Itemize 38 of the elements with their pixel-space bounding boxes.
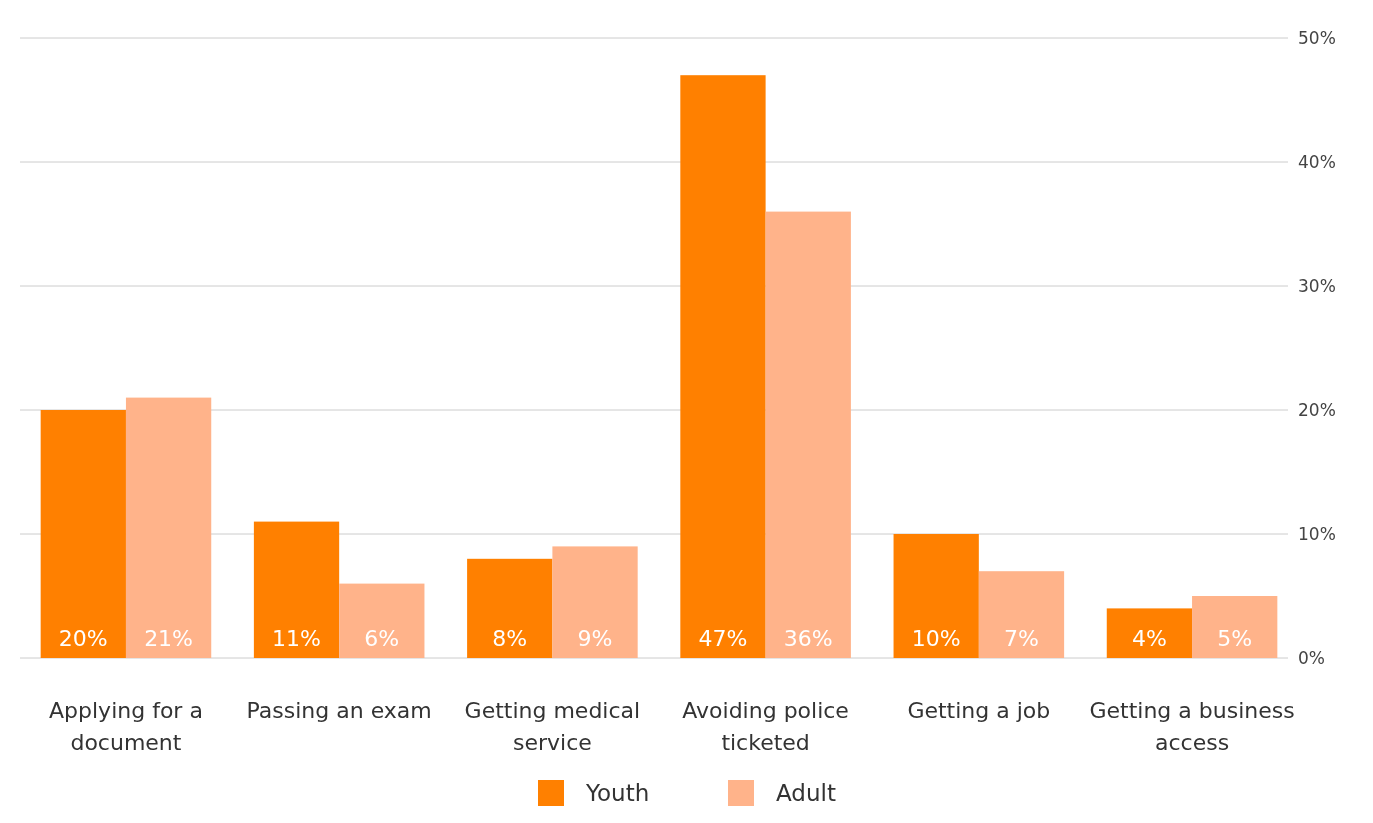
bar xyxy=(680,75,766,658)
x-tick-label: Getting medical service xyxy=(464,698,641,755)
data-label: 5% xyxy=(1217,626,1253,651)
bar xyxy=(978,571,1065,658)
legend-label: Adult xyxy=(776,780,836,807)
y-tick-label: 40% xyxy=(1298,151,1336,172)
data-label: 20% xyxy=(58,626,108,651)
bar xyxy=(1192,596,1278,658)
data-label: 6% xyxy=(364,626,400,651)
bar xyxy=(765,211,851,658)
data-label: 10% xyxy=(911,626,961,651)
data-label: 9% xyxy=(577,626,613,651)
legend-label: Youth xyxy=(585,780,650,807)
x-tick-label: Passing an exam xyxy=(246,698,432,723)
data-label: 36% xyxy=(783,626,833,651)
bar xyxy=(467,558,553,658)
data-label: 47% xyxy=(698,626,748,651)
data-label: 8% xyxy=(492,626,528,651)
y-tick-label: 0% xyxy=(1298,647,1325,668)
data-label: 4% xyxy=(1131,626,1167,651)
y-tick-label: 30% xyxy=(1298,275,1336,296)
x-tick-label: Getting a business access xyxy=(1089,698,1295,755)
data-label: 21% xyxy=(144,626,194,651)
bar xyxy=(339,583,425,658)
y-tick-label: 50% xyxy=(1298,27,1336,48)
bar xyxy=(40,410,126,658)
data-label: 11% xyxy=(272,626,321,651)
y-tick-label: 10% xyxy=(1298,523,1336,544)
bar xyxy=(1106,608,1193,658)
bar xyxy=(253,521,340,658)
bar xyxy=(552,546,638,658)
x-tick-label: Applying for a document xyxy=(49,698,203,755)
x-tick-label: Avoiding police ticketed xyxy=(682,698,849,755)
data-label: 7% xyxy=(1004,626,1039,651)
y-tick-label: 20% xyxy=(1298,399,1336,420)
bar xyxy=(893,534,979,658)
bar xyxy=(125,397,212,658)
x-tick-label: Getting a job xyxy=(907,698,1051,723)
